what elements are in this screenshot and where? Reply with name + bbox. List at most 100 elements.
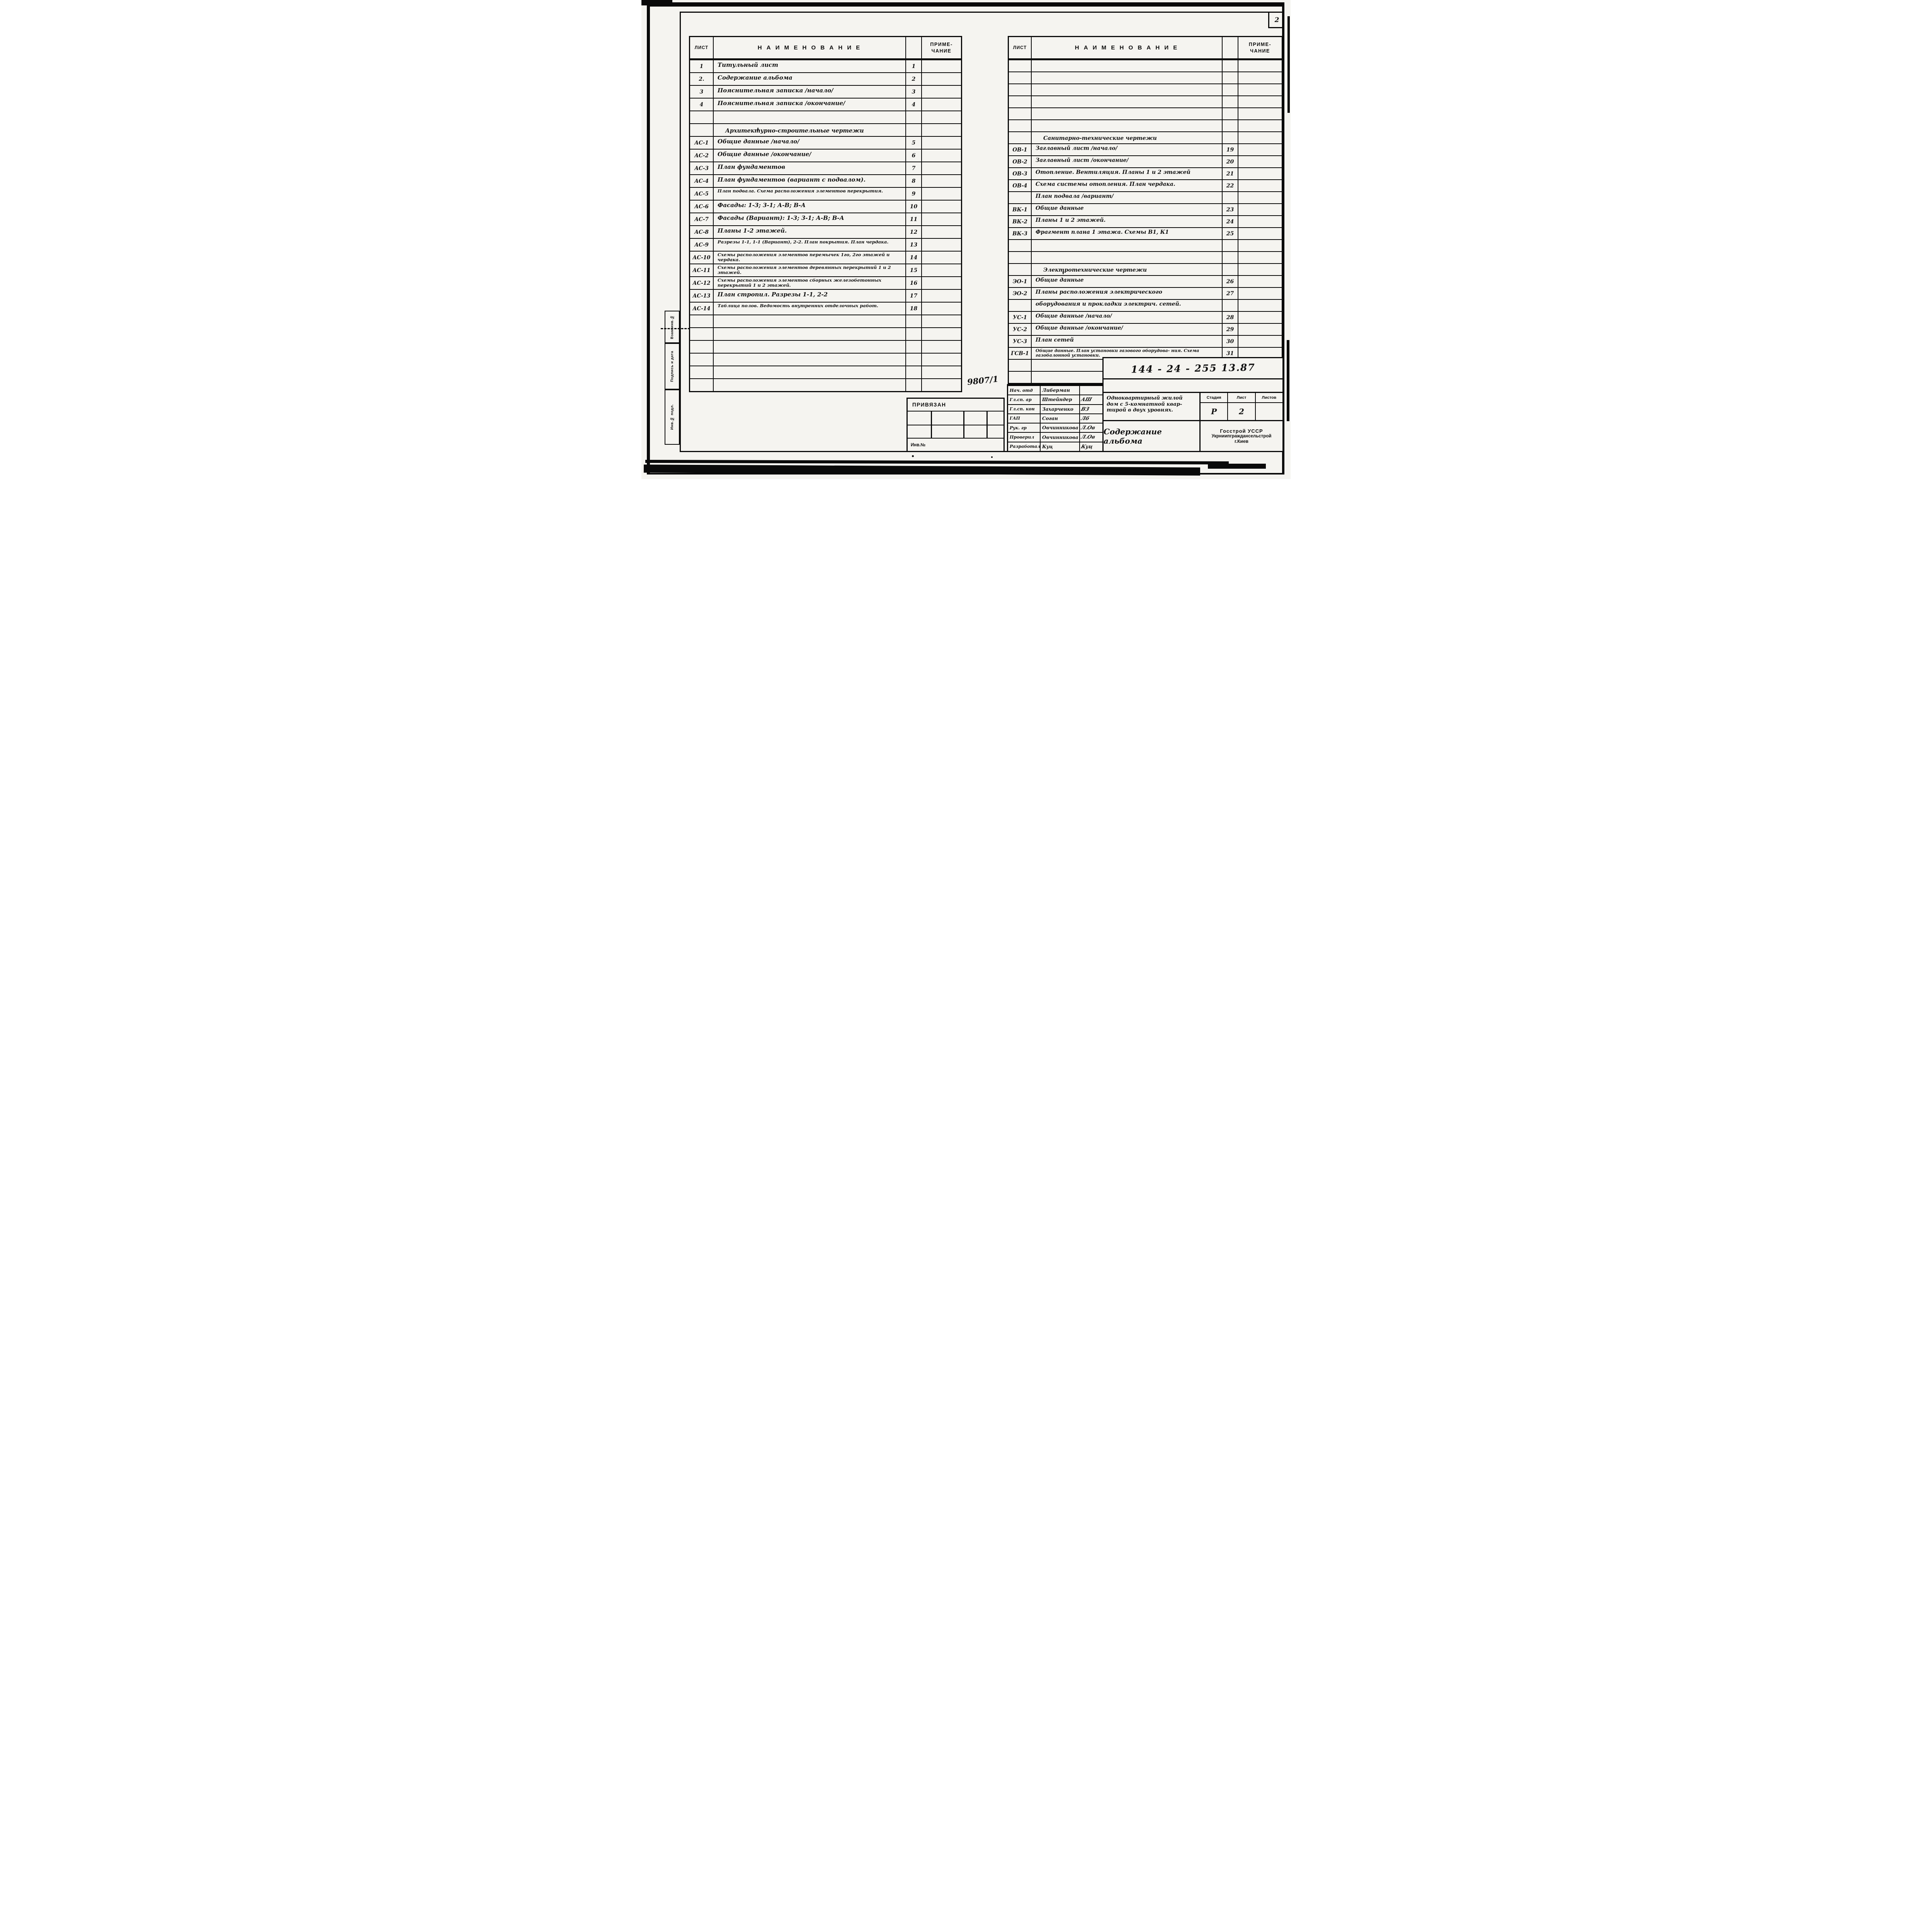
scan-speck bbox=[1063, 270, 1064, 274]
note-cell bbox=[1238, 108, 1282, 119]
table-row: Электротехнические чертежи bbox=[1009, 263, 1282, 275]
table-row: План подвала /вариант/ bbox=[1009, 191, 1282, 203]
page-number-cell: 4 bbox=[906, 99, 922, 111]
sheet-code-cell: АС-4 bbox=[690, 175, 714, 187]
corner-sheet-number: 2 bbox=[1274, 16, 1279, 24]
note-cell bbox=[1238, 168, 1282, 179]
table-row: АС-14 Таблица полов. Ведомость внутренни… bbox=[690, 302, 961, 315]
table-row: АС-10 Схемы расположения элементов перем… bbox=[690, 251, 961, 264]
sheet-name-cell bbox=[714, 366, 906, 378]
sheet-name-cell: Пояснительная записка /начало/ bbox=[714, 86, 906, 98]
table-row: АС-7 Фасады (Вариант): 1-3; 3-1; А-В; В-… bbox=[690, 213, 961, 225]
page-number-cell: 27 bbox=[1223, 288, 1238, 299]
signature-name: Овчинникова bbox=[1041, 433, 1080, 442]
sheet-code-cell bbox=[1009, 84, 1032, 95]
note-cell bbox=[1238, 84, 1282, 95]
privyazan-inventory-label: Инв.№ bbox=[911, 442, 926, 447]
note-cell bbox=[922, 264, 961, 276]
right-table-header: ЛИСТ Н А И М Е Н О В А Н И Е ПРИМЕ- ЧАНИ… bbox=[1009, 37, 1282, 60]
page-number-cell bbox=[1223, 192, 1238, 203]
table-row: АС-3 План фундаментов 7 bbox=[690, 162, 961, 174]
table-row: ВК-1 Общие данные 23 bbox=[1009, 203, 1282, 215]
page-number-cell: 2 bbox=[906, 73, 922, 85]
page-number-cell: 28 bbox=[1223, 312, 1238, 323]
col-header-page bbox=[1223, 37, 1238, 58]
page-number-cell bbox=[1223, 264, 1238, 275]
sheet-code-cell: 4 bbox=[690, 99, 714, 111]
note-cell bbox=[1238, 252, 1282, 263]
signature-name: Либерман bbox=[1041, 386, 1080, 395]
table-row: оборудования и прокладки электрич. сетей… bbox=[1009, 299, 1282, 311]
col-header-note: ПРИМЕ- ЧАНИЕ bbox=[1248, 41, 1272, 54]
table-row bbox=[690, 327, 961, 340]
sheet-code-cell: АС-13 bbox=[690, 290, 714, 302]
sheet-code-cell: 3 bbox=[690, 86, 714, 98]
sheet-title-cell: Содержание альбома bbox=[1102, 420, 1201, 452]
org-city: г.Киев bbox=[1235, 439, 1248, 444]
sheet-code-cell: АС-14 bbox=[690, 303, 714, 315]
page-number-cell bbox=[1223, 84, 1238, 95]
sheet-code-cell bbox=[1009, 240, 1032, 251]
sheet-name-cell: Планы 1 и 2 этажей. bbox=[1032, 216, 1223, 227]
sheet-code-cell: ОВ-4 bbox=[1009, 180, 1032, 191]
signature-row: Рук. гр Овчинникова Л.Ов bbox=[1008, 423, 1102, 432]
page-number-cell bbox=[906, 328, 922, 340]
sheet-code-cell bbox=[1009, 192, 1032, 203]
table-row: ОВ-3 Отопление. Вентиляция. Планы 1 и 2 … bbox=[1009, 167, 1282, 179]
stage-grid: Стадия Лист Листов Р 2 bbox=[1199, 392, 1284, 421]
sheet-name-cell: Фасады (Вариант): 1-3; 3-1; А-В; В-А bbox=[714, 213, 906, 225]
page-number-cell bbox=[906, 366, 922, 378]
sheet-name-cell: Общие данные /окончание/ bbox=[714, 150, 906, 162]
sheet-code-cell: УС-2 bbox=[1009, 324, 1032, 335]
page-number-cell bbox=[906, 354, 922, 366]
scan-noise bbox=[1287, 16, 1290, 113]
table-row bbox=[1009, 239, 1282, 251]
signature-autograph: Л.Ов bbox=[1080, 434, 1096, 440]
table-row bbox=[690, 315, 961, 327]
page-number-cell: 30 bbox=[1223, 336, 1238, 347]
side-stamp-vzam: Взам.инв.№ bbox=[665, 311, 680, 343]
sheet-code-cell: УС-3 bbox=[1009, 336, 1032, 347]
note-cell bbox=[922, 99, 961, 111]
sheet-name-cell: Схема системы отопления. План чердака. bbox=[1032, 180, 1223, 191]
sheet-code-cell bbox=[690, 366, 714, 378]
note-cell bbox=[1238, 120, 1282, 131]
scan-noise bbox=[641, 0, 672, 5]
note-cell bbox=[922, 213, 961, 225]
table-row bbox=[690, 340, 961, 353]
note-cell bbox=[922, 86, 961, 98]
table-row: АС-13 План стропил. Разрезы 1-1, 2-2 17 bbox=[690, 289, 961, 302]
sheet-code-cell bbox=[1009, 360, 1032, 371]
left-contents-table: ЛИСТ Н А И М Е Н О В А Н И Е ПРИМЕ- ЧАНИ… bbox=[689, 36, 962, 392]
page-number-cell: 7 bbox=[906, 162, 922, 174]
table-row: АС-8 Планы 1-2 этажей. 12 bbox=[690, 225, 961, 238]
org-name: Госстрой УССР bbox=[1220, 428, 1263, 434]
sheet-name-cell: Общие данные /окончание/ bbox=[1032, 324, 1223, 335]
table-row: Санитарно-технические чертежи bbox=[1009, 131, 1282, 143]
note-cell bbox=[922, 315, 961, 327]
note-cell bbox=[922, 379, 961, 391]
page-number-cell: 25 bbox=[1223, 228, 1238, 239]
note-cell bbox=[922, 162, 961, 174]
sheet-code-cell bbox=[690, 379, 714, 391]
sheet-code-cell: АС-3 bbox=[690, 162, 714, 174]
page-number-cell: 6 bbox=[906, 150, 922, 162]
sheet-name-cell: Таблица полов. Ведомость внутренних отде… bbox=[714, 303, 906, 315]
sheet-code-cell: ЭО-1 bbox=[1009, 276, 1032, 287]
sheet-name-cell: Фрагмент плана 1 этажа. Схемы В1, К1 bbox=[1032, 228, 1223, 239]
right-contents-table: ЛИСТ Н А И М Е Н О В А Н И Е ПРИМЕ- ЧАНИ… bbox=[1008, 36, 1283, 384]
table-row: АС-11 Схемы расположения элементов дерев… bbox=[690, 264, 961, 276]
note-cell bbox=[1238, 204, 1282, 215]
table-row bbox=[690, 378, 961, 391]
sheet-code-cell bbox=[690, 315, 714, 327]
table-row bbox=[690, 111, 961, 123]
sheet-code-cell bbox=[1009, 120, 1032, 131]
note-cell bbox=[922, 150, 961, 162]
col-header-name: Н А И М Е Н О В А Н И Е bbox=[714, 37, 906, 58]
sheet-code-cell: ГСВ-1 bbox=[1009, 348, 1032, 359]
page-number-cell: 31 bbox=[1223, 348, 1238, 359]
sheet-code-cell: ВК-1 bbox=[1009, 204, 1032, 215]
page-number-cell: 23 bbox=[1223, 204, 1238, 215]
signature-name: Соган bbox=[1041, 414, 1080, 423]
sheets-value bbox=[1256, 403, 1282, 420]
